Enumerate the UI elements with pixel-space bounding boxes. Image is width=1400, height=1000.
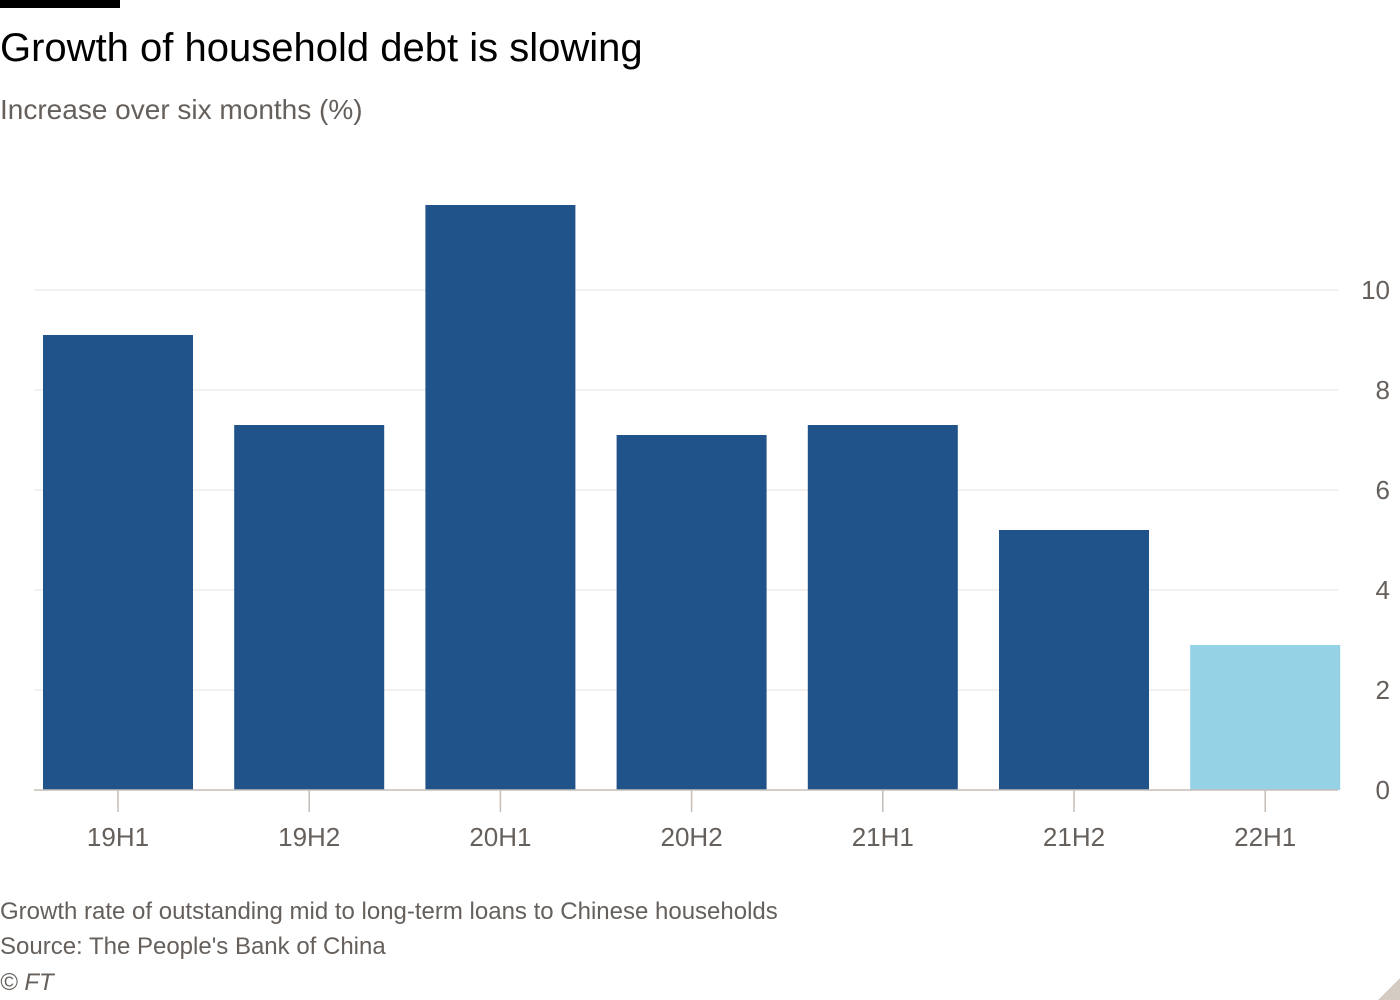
y-tick-label: 8 xyxy=(1376,375,1390,405)
y-tick-label: 6 xyxy=(1376,475,1390,505)
chart-note: Growth rate of outstanding mid to long-t… xyxy=(0,898,778,925)
x-tick-label: 19H2 xyxy=(278,822,340,852)
y-tick-label: 4 xyxy=(1376,575,1390,605)
bar-22H1 xyxy=(1190,645,1341,790)
chart-title: Growth of household debt is slowing xyxy=(0,26,643,70)
y-tick-label: 10 xyxy=(1361,275,1390,305)
x-tick-label: 19H1 xyxy=(87,822,149,852)
chart-source: Source: The People's Bank of China xyxy=(0,933,386,960)
bar-20H2 xyxy=(616,435,767,790)
x-tick-label: 20H2 xyxy=(661,822,723,852)
x-tick-label: 21H1 xyxy=(852,822,914,852)
corner-fold-icon xyxy=(1378,978,1400,1000)
bar-19H1 xyxy=(43,335,193,790)
y-tick-label: 0 xyxy=(1376,775,1390,805)
x-tick-label: 22H1 xyxy=(1234,822,1296,852)
chart-subtitle: Increase over six months (%) xyxy=(0,94,363,125)
copyright: © FT xyxy=(0,969,54,996)
bar-21H2 xyxy=(999,530,1149,790)
bars xyxy=(43,205,1341,790)
brand-bar xyxy=(0,0,120,8)
y-tick-label: 2 xyxy=(1376,675,1390,705)
bar-20H1 xyxy=(425,205,576,790)
y-axis-ticks: 0 2 4 6 8 10 xyxy=(1361,275,1390,805)
bar-21H1 xyxy=(807,425,958,790)
bar-19H2 xyxy=(234,425,385,790)
x-axis-ticks: 19H1 19H2 20H1 20H2 21H1 21H2 22H1 xyxy=(87,790,1296,852)
x-tick-label: 20H1 xyxy=(469,822,531,852)
x-tick-label: 21H2 xyxy=(1043,822,1105,852)
